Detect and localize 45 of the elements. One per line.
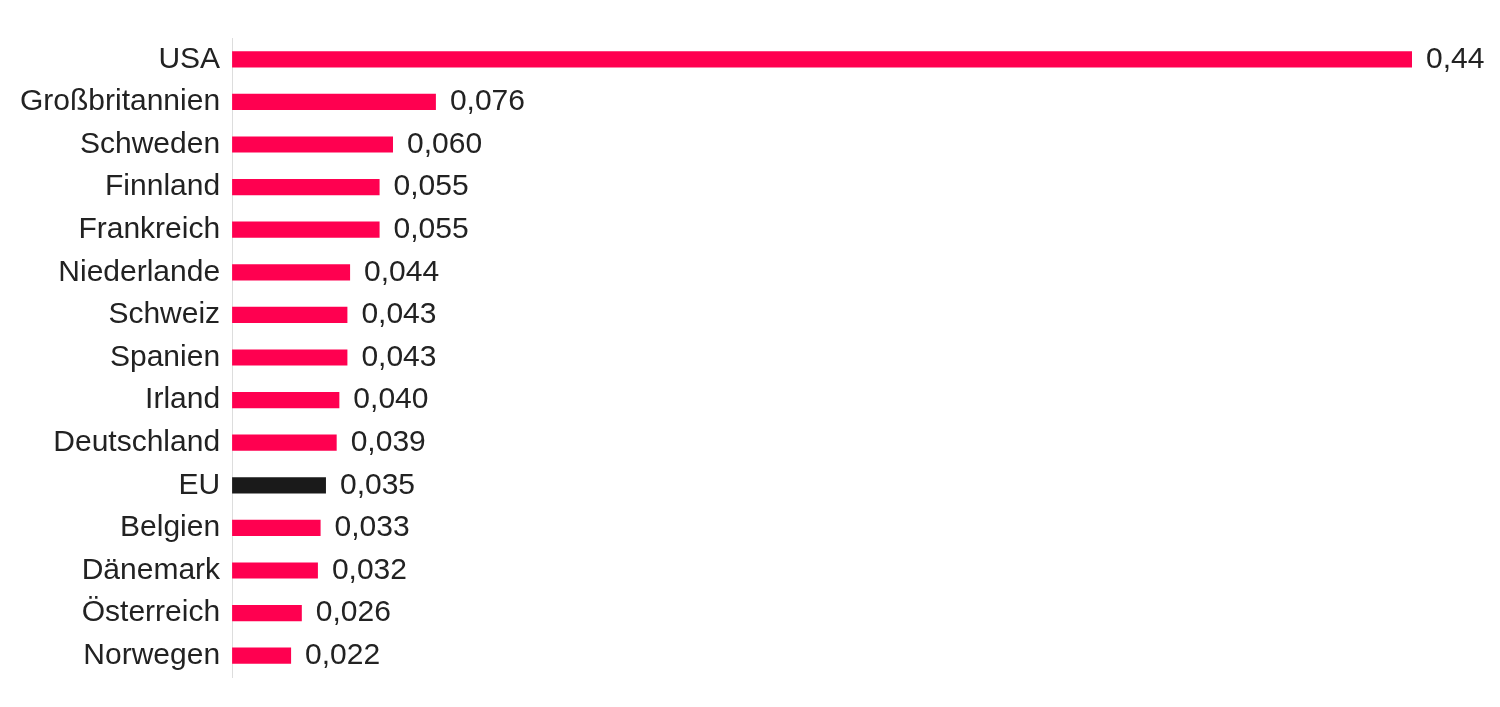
y-tick-label: Belgien [120, 509, 221, 543]
bar [232, 349, 348, 366]
data-label: 0,022 [305, 636, 381, 670]
bar [232, 519, 321, 536]
data-label: 0,060 [406, 125, 483, 159]
y-tick-label: EU [178, 466, 221, 500]
data-label: 0,055 [393, 168, 469, 202]
bar [232, 605, 302, 622]
data-label: 0,043 [361, 296, 437, 330]
data-label: 0,035 [339, 466, 416, 500]
y-tick-label: Österreich [81, 594, 221, 628]
data-label: 0,044 [364, 253, 440, 287]
y-tick-label: Norwegen [83, 636, 221, 670]
bar [232, 647, 292, 664]
y-tick-label: Finnland [105, 168, 221, 202]
data-label: 0,039 [350, 423, 426, 457]
bar [232, 179, 380, 196]
data-label: 0,040 [353, 381, 429, 415]
bar [232, 221, 380, 238]
y-tick-label: Schweiz [108, 296, 221, 330]
bar [232, 264, 351, 281]
bar [232, 136, 393, 153]
bar [232, 477, 326, 494]
bar [232, 434, 337, 451]
y-tick-label: USA [158, 40, 221, 74]
bar [232, 562, 318, 579]
y-tick-label: Frankreich [78, 210, 221, 244]
data-label: 0,076 [449, 83, 525, 117]
y-tick-label: Niederlande [58, 253, 221, 287]
data-label: 0,043 [361, 338, 437, 372]
y-tick-label: Schweden [79, 125, 221, 159]
data-label: 0,44 [1426, 40, 1485, 74]
data-label: 0,055 [393, 210, 469, 244]
data-label: 0,033 [334, 509, 410, 543]
y-tick-label: Großbritannien [19, 83, 221, 117]
y-tick-label: Deutschland [53, 423, 221, 457]
y-tick-label: Spanien [109, 338, 221, 372]
y-tick-label: Dänemark [81, 551, 222, 585]
bar [232, 306, 348, 323]
y-tick-label: Irland [145, 381, 221, 415]
bar [232, 51, 1412, 68]
data-label: 0,026 [315, 594, 391, 628]
bar [232, 392, 340, 409]
bar [232, 93, 436, 110]
data-label: 0,032 [331, 551, 407, 585]
